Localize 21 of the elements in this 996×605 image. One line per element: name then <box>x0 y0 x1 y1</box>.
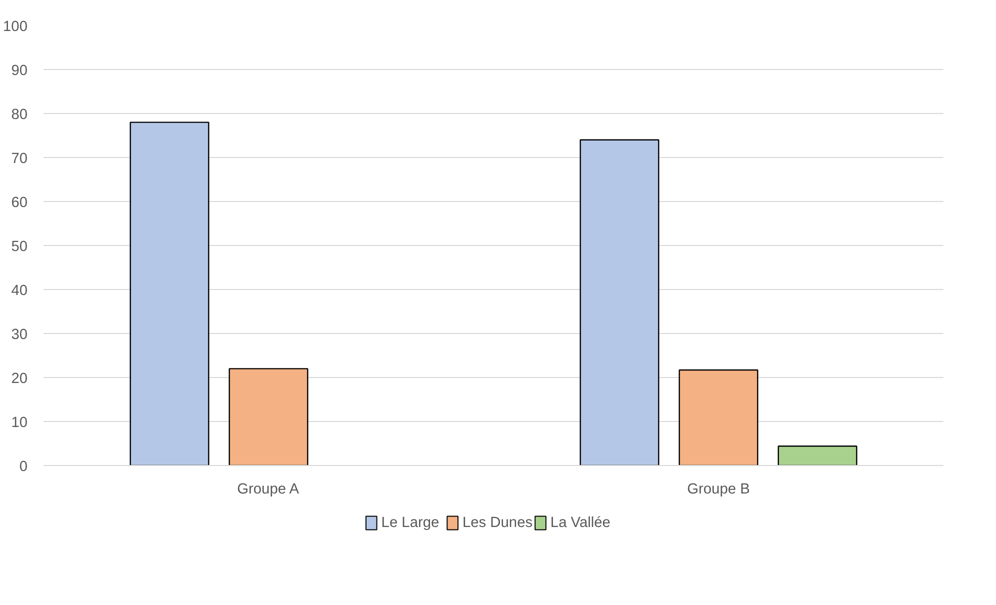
x-tick-label: Groupe A <box>237 482 300 498</box>
bar <box>678 369 758 466</box>
bar <box>228 368 308 466</box>
y-tick-label: 70 <box>11 151 28 167</box>
y-tick-label: 0 <box>19 459 28 475</box>
y-tick-label: 20 <box>11 371 28 387</box>
y-tick-label: 30 <box>11 327 28 343</box>
bar <box>778 446 858 466</box>
y-tick-label: 100 <box>3 19 28 35</box>
y-tick-label: 60 <box>11 195 28 211</box>
x-tick-label: Groupe B <box>687 482 750 498</box>
y-tick-label: 80 <box>11 107 28 123</box>
bar <box>580 139 660 466</box>
y-tick-label: 40 <box>11 283 28 299</box>
legend-label: Les Dunes <box>462 515 533 531</box>
y-tick-label: 50 <box>11 239 28 255</box>
y-tick-label: 10 <box>11 415 28 431</box>
legend-label: La Vallée <box>550 515 610 531</box>
legend-label: Le Large <box>381 515 440 531</box>
bar <box>130 122 210 466</box>
y-tick-label: 90 <box>11 63 28 79</box>
